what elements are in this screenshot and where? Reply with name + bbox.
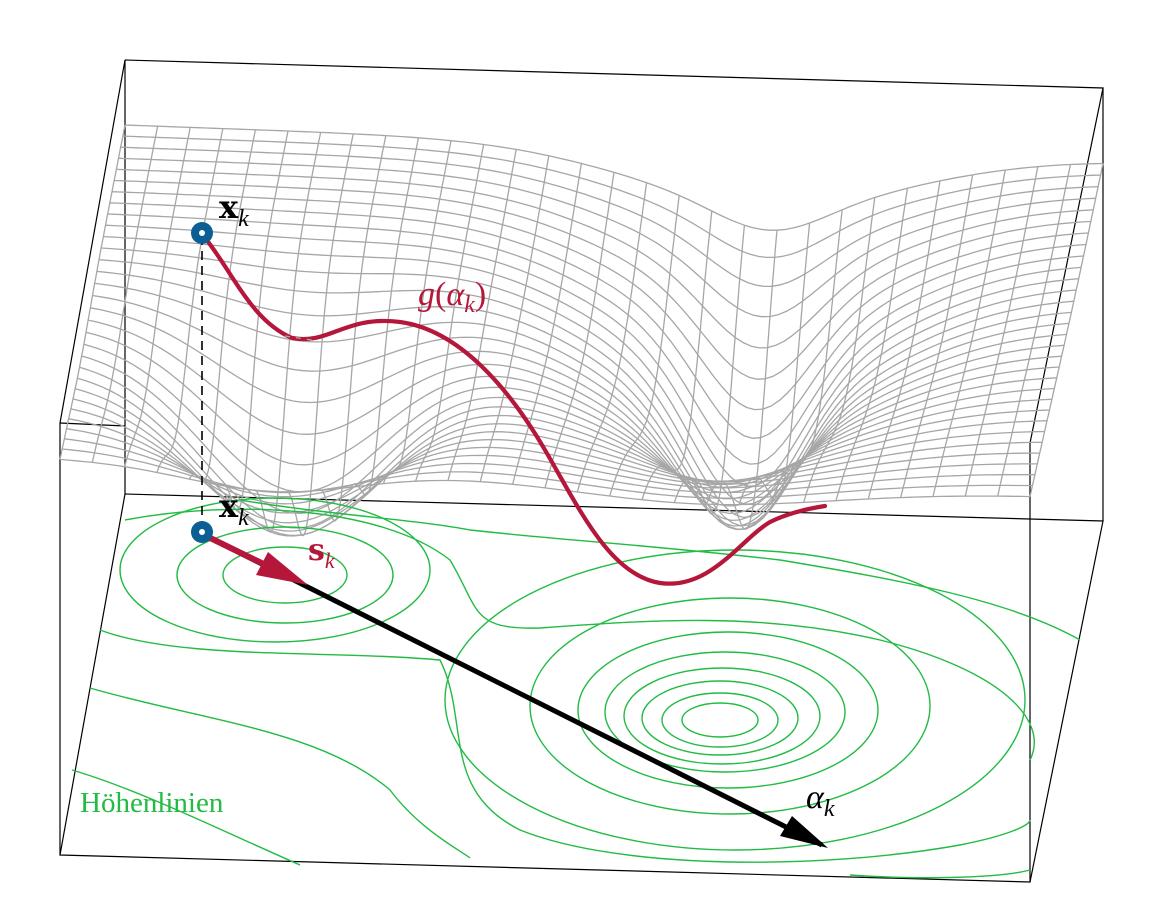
mesh-line [124,127,191,467]
mesh-line [188,129,257,482]
mesh-line [997,164,1072,497]
mesh-line [120,146,1099,288]
mesh-line [91,126,159,463]
mesh-line [253,132,322,533]
mesh-line [221,130,289,512]
mesh-line [103,235,1079,505]
x-k-upper-label: xk [219,188,249,232]
mesh-line [92,294,1067,527]
mesh-line [900,174,974,498]
mesh-line [609,195,680,497]
alpha-axis-arrow [200,531,824,848]
mesh-line [116,168,1094,349]
mesh-line [59,458,1031,506]
mesh-line [964,166,1039,497]
surface-mesh [59,124,1104,537]
mesh-line [932,169,1006,497]
mesh-line [318,135,387,522]
mesh-line [1029,163,1104,497]
mesh-line [673,225,746,515]
mesh-line [122,135,1101,259]
x-k-upper-point [191,222,213,244]
mesh-line [544,172,615,489]
mesh-line [59,124,126,460]
contour-caption: Höhenlinien [80,787,224,819]
g-curve [199,231,828,586]
mesh-line [415,144,485,482]
mesh-line [706,230,778,530]
contour-lines [71,497,1081,879]
mesh-line [286,133,354,537]
mesh-line [512,163,583,485]
x-k-lower-point [191,521,213,543]
mesh-line [479,155,550,482]
mesh-line [641,210,713,500]
mesh-line [803,197,876,503]
mesh-line [576,182,648,493]
mesh-line [88,319,1062,515]
g-alpha-label: g(αk) [418,276,486,318]
mesh-line [118,157,1096,318]
bounding-box [59,59,1104,883]
mesh-line [350,137,420,496]
mesh-line [738,222,811,505]
mesh-line [156,128,224,473]
mesh-line [447,149,517,481]
x-k-lower-label: xk [219,487,249,531]
alpha-axis-arrowhead [780,816,828,848]
mesh-line [382,140,452,484]
mesh-line [867,180,941,500]
alpha-k-label: αk [806,779,835,822]
s-direction-arrowhead [256,552,308,585]
s-k-label: sk [308,533,336,573]
mesh-line [835,188,909,501]
mesh-line [770,209,843,504]
